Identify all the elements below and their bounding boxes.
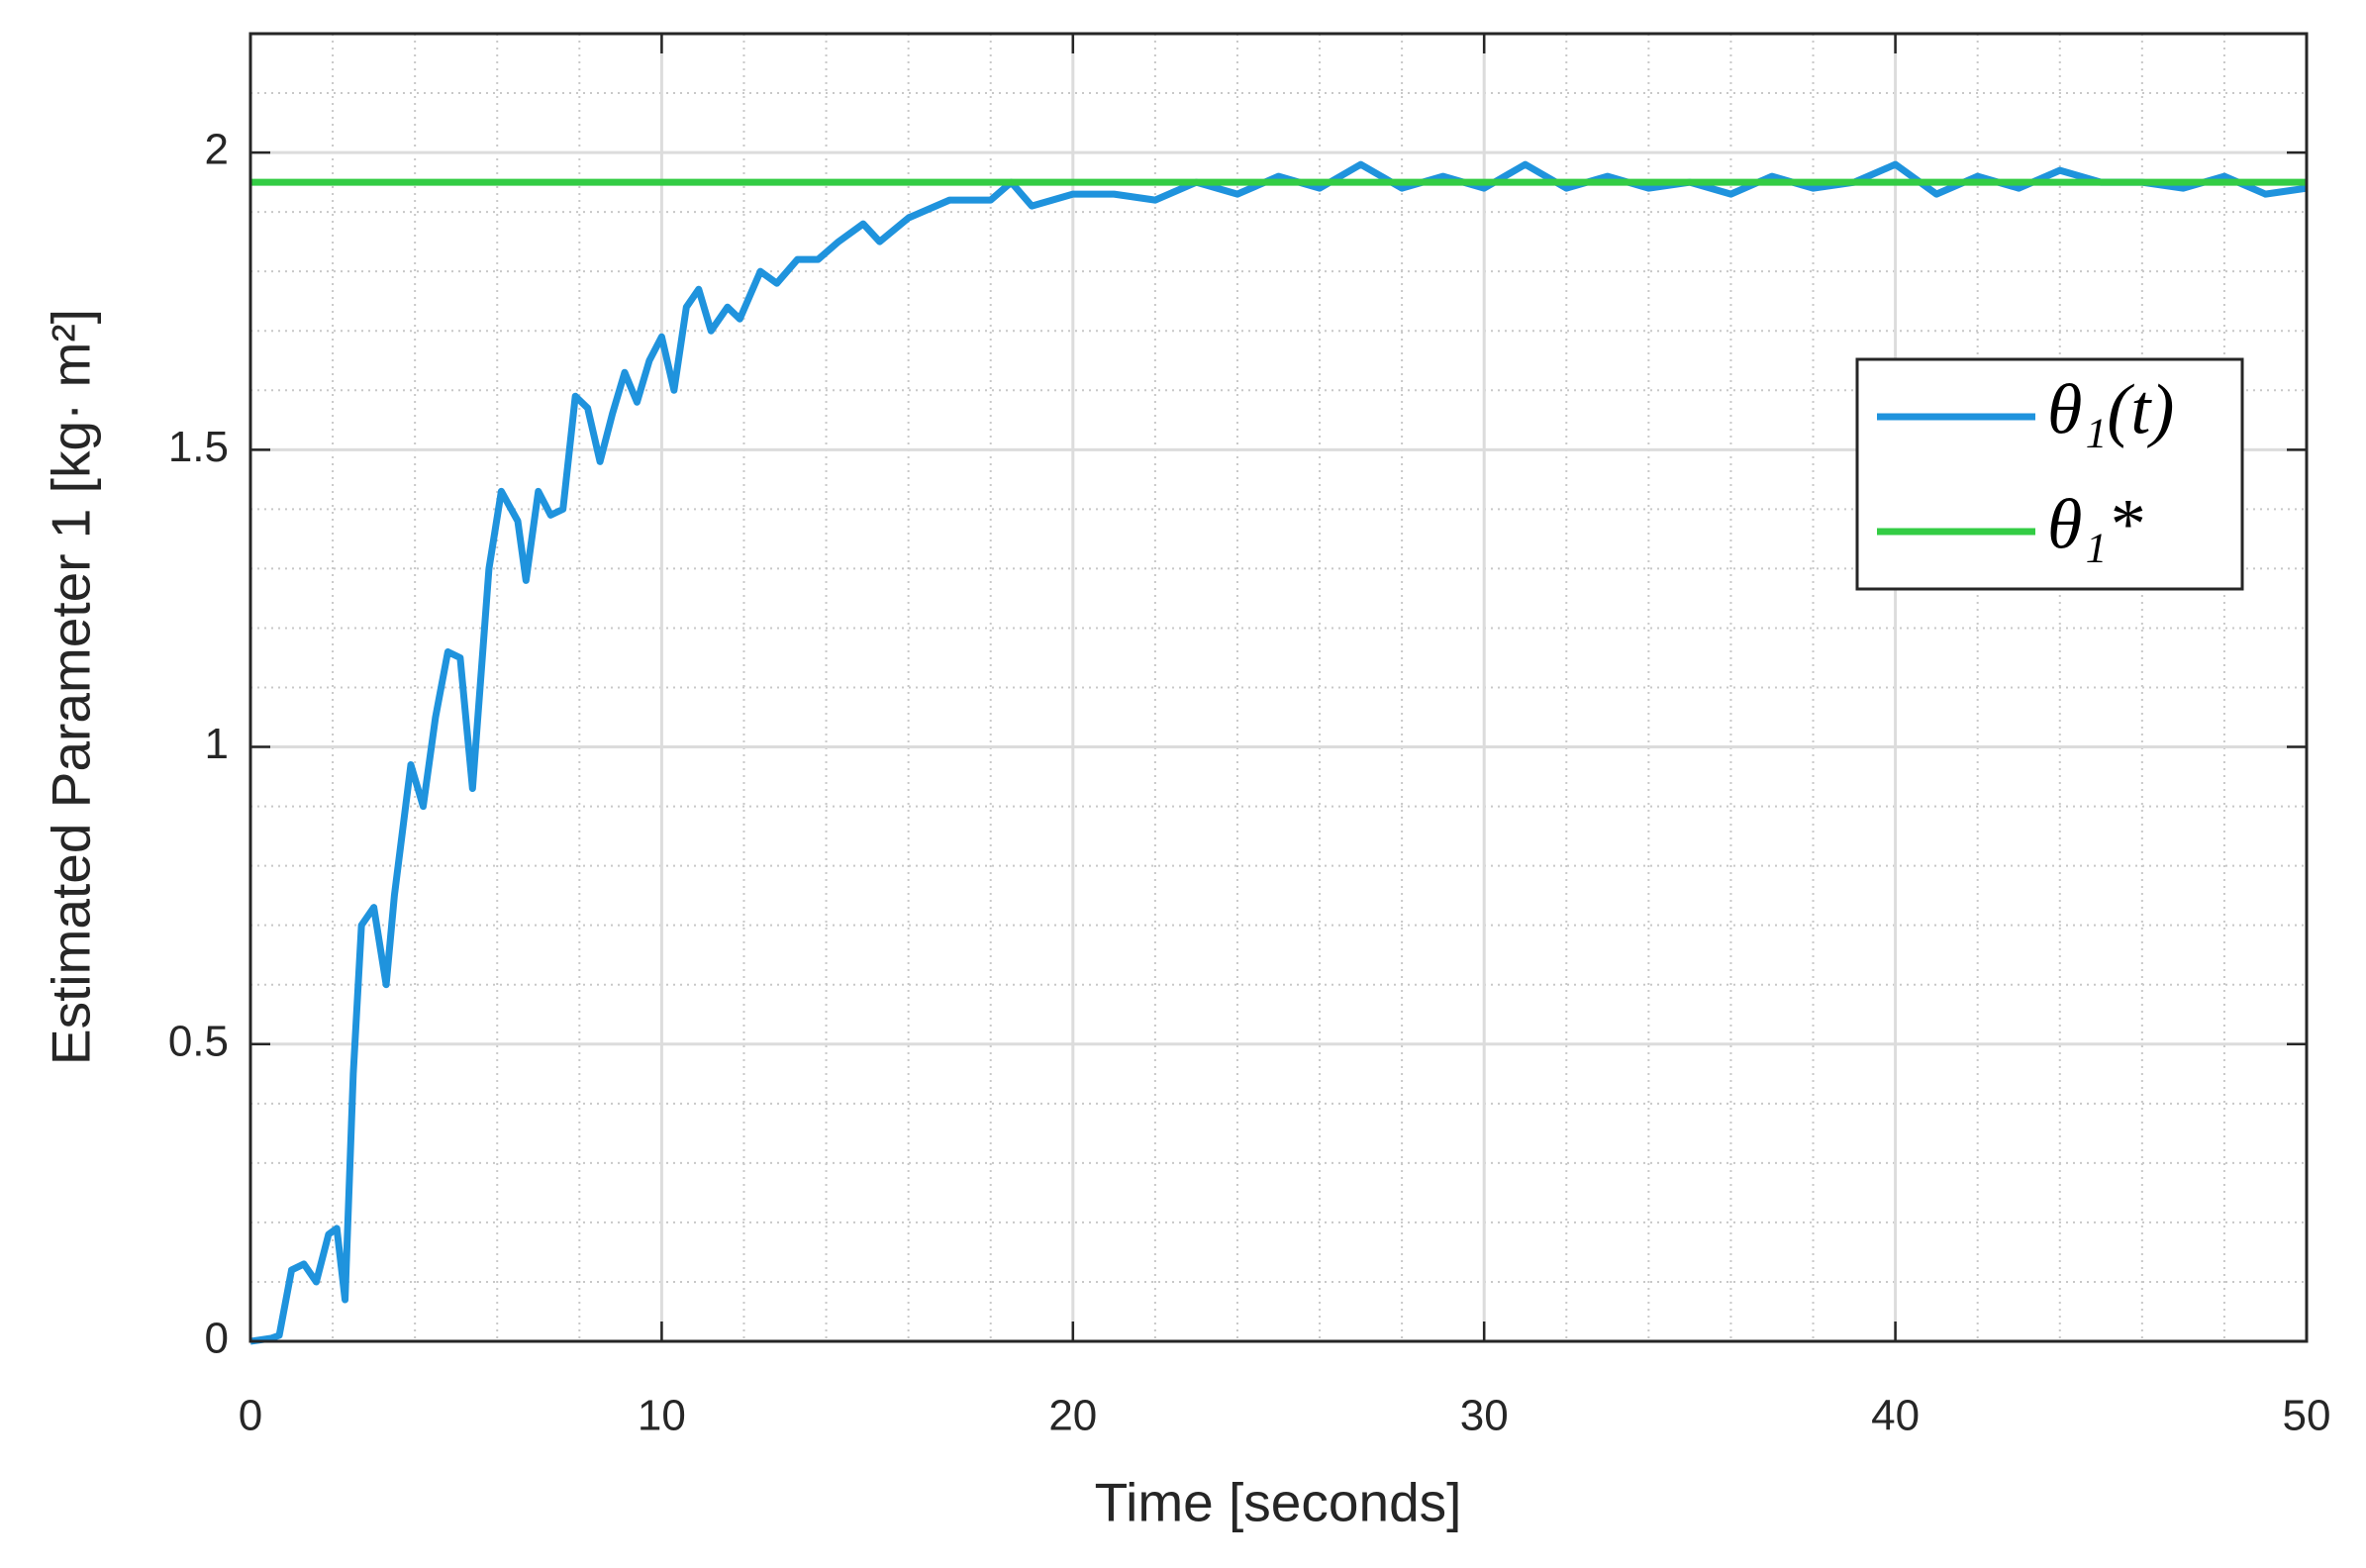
legend-label: θ₁* [2047, 485, 2142, 564]
x-tick-label: 30 [1460, 1392, 1509, 1440]
x-tick-label: 40 [1871, 1392, 1920, 1440]
y-tick-label: 1 [205, 720, 229, 768]
x-tick-label: 50 [2283, 1392, 2331, 1440]
x-tick-label: 0 [239, 1392, 262, 1440]
y-tick-label: 2 [205, 126, 229, 174]
legend-label: θ₁(t) [2047, 370, 2174, 449]
y-tick-label: 1.5 [168, 423, 229, 471]
x-tick-label: 10 [638, 1392, 686, 1440]
x-axis-label: Time [seconds] [1095, 1472, 1462, 1533]
legend-box [1855, 357, 2244, 591]
y-tick-label: 0 [205, 1315, 229, 1363]
x-tick-label: 20 [1048, 1392, 1097, 1440]
y-tick-label: 0.5 [168, 1017, 229, 1065]
y-axis-label: Estimated Parameter 1 [kg· m²] [41, 309, 102, 1065]
axes-box [248, 32, 2309, 1343]
data-line [249, 160, 2308, 1345]
